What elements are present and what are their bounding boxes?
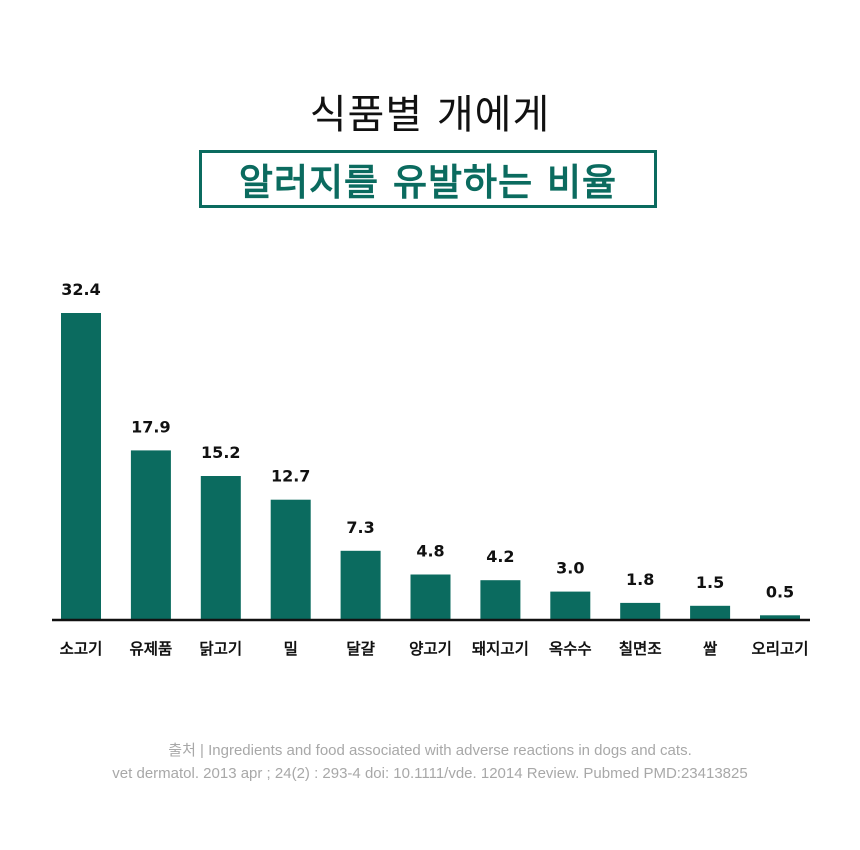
- value-label-5: 4.8: [416, 542, 444, 561]
- value-label-8: 1.8: [626, 570, 654, 589]
- chart-title-box: 알러지를 유발하는 비율: [199, 150, 657, 208]
- value-label-1: 17.9: [131, 417, 170, 436]
- source-citation-line1: 출처 | Ingredients and food associated wit…: [168, 742, 692, 759]
- value-label-6: 4.2: [486, 547, 514, 566]
- bar-2: [200, 476, 241, 620]
- bar-10: [760, 615, 800, 620]
- bar-6: [480, 580, 521, 620]
- category-label-8: 칠면조: [619, 640, 662, 658]
- category-label-7: 옥수수: [549, 640, 592, 658]
- bar-4: [340, 550, 381, 620]
- category-label-5: 양고기: [409, 640, 452, 658]
- value-label-3: 12.7: [271, 467, 310, 486]
- category-label-9: 쌀: [703, 640, 718, 658]
- chart-title-line2: 알러지를 유발하는 비율: [238, 161, 618, 204]
- bar-chart: 32.4 소고기 17.9 유제품 15.2 닭고기 12.7 밀 7.3 달걀 4.8 양고기 4.2…: [52, 280, 810, 658]
- bar-3: [270, 499, 311, 620]
- bar-0: [61, 313, 101, 620]
- category-label-3: 밀: [284, 639, 298, 658]
- value-label-4: 7.3: [346, 518, 374, 537]
- category-label-10: 오리고기: [751, 640, 808, 658]
- value-label-2: 15.2: [201, 443, 240, 462]
- category-label-6: 돼지고기: [472, 640, 529, 658]
- value-label-0: 32.4: [61, 280, 100, 299]
- source-citation-line2: vet dermatol. 2013 apr ; 24(2) : 293-4 d…: [112, 765, 748, 782]
- category-label-1: 유제품: [130, 640, 173, 658]
- bar-1: [130, 450, 171, 620]
- value-label-9: 1.5: [696, 573, 724, 592]
- category-label-0: 소고기: [60, 640, 103, 658]
- bar-8: [620, 602, 661, 620]
- value-label-10: 0.5: [766, 582, 794, 601]
- bar-5: [410, 574, 451, 620]
- bar-7: [550, 591, 591, 620]
- category-label-2: 닭고기: [199, 639, 242, 658]
- category-label-4: 달걀: [346, 639, 375, 658]
- chart-title-line1: 식품별 개에게: [309, 92, 551, 138]
- bar-9: [690, 605, 731, 620]
- value-label-7: 3.0: [556, 559, 584, 578]
